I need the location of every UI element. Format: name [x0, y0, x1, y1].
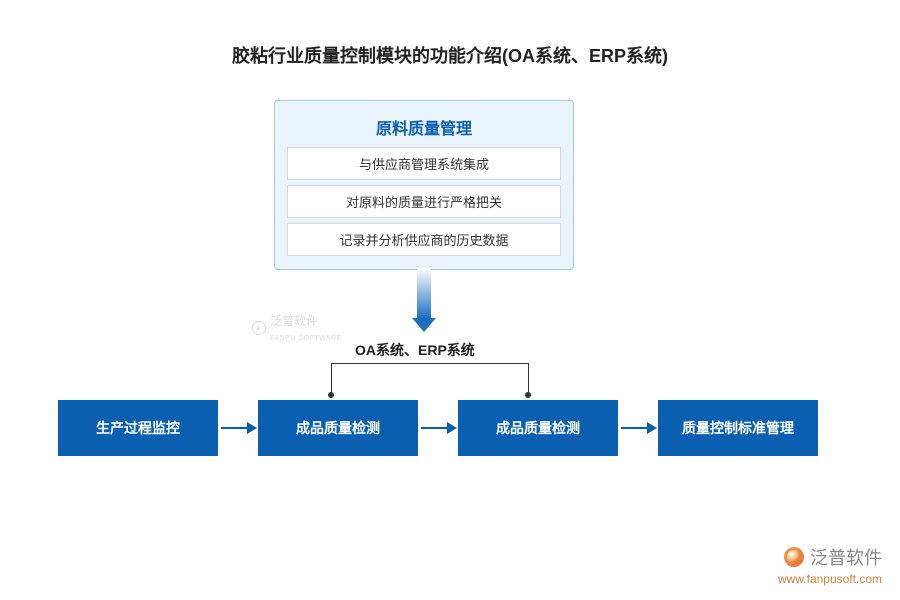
- watermark-center: ◐ 泛普软件 FANPU SOFTWARE: [252, 312, 342, 343]
- footer-url: www.fanpusoft.com: [778, 572, 882, 586]
- diagram-title: 胶粘行业质量控制模块的功能介绍(OA系统、ERP系统): [0, 42, 900, 68]
- right-arrow-icon: [421, 427, 457, 434]
- connector-horizontal: [331, 363, 528, 364]
- arrow-head-icon: [412, 318, 436, 332]
- footer-logo-icon: [784, 547, 804, 567]
- card-item: 对原料的质量进行严格把关: [287, 185, 561, 218]
- down-arrow: [412, 268, 436, 332]
- connector-vertical-right: [528, 363, 529, 395]
- arrow-shaft: [417, 268, 431, 318]
- connector-dot-icon: [328, 392, 334, 398]
- right-arrow-icon: [221, 427, 257, 434]
- footer-brand: 泛普软件 www.fanpusoft.com: [778, 544, 882, 586]
- card-item: 与供应商管理系统集成: [287, 147, 561, 180]
- process-box-production-monitor: 生产过程监控: [58, 400, 218, 456]
- raw-material-card: 原料质量管理 与供应商管理系统集成 对原料的质量进行严格把关 记录并分析供应商的…: [274, 100, 574, 270]
- right-arrow-icon: [621, 427, 657, 434]
- process-box-standard-mgmt: 质量控制标准管理: [658, 400, 818, 456]
- watermark-logo-icon: ◐: [252, 321, 266, 335]
- card-item: 记录并分析供应商的历史数据: [287, 223, 561, 256]
- watermark-sub: FANPU SOFTWARE: [270, 335, 342, 342]
- process-box-product-qc-2: 成品质量检测: [458, 400, 618, 456]
- connector-dot-icon: [525, 392, 531, 398]
- watermark-text: 泛普软件: [270, 314, 318, 328]
- process-box-product-qc-1: 成品质量检测: [258, 400, 418, 456]
- card-header: 原料质量管理: [287, 111, 561, 147]
- footer-name-text: 泛普软件: [810, 544, 882, 570]
- footer-name: 泛普软件: [778, 544, 882, 570]
- connector-vertical-left: [331, 363, 332, 395]
- systems-label: OA系统、ERP系统: [355, 340, 475, 360]
